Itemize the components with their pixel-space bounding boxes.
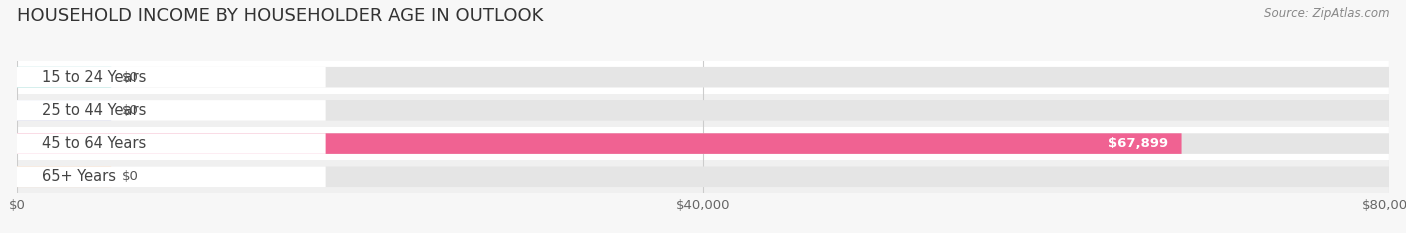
Text: $67,899: $67,899 bbox=[1108, 137, 1168, 150]
Text: $0: $0 bbox=[121, 71, 138, 84]
FancyBboxPatch shape bbox=[17, 133, 1389, 154]
FancyBboxPatch shape bbox=[17, 160, 1389, 193]
FancyBboxPatch shape bbox=[17, 100, 326, 121]
FancyBboxPatch shape bbox=[17, 167, 1389, 187]
FancyBboxPatch shape bbox=[17, 67, 326, 87]
FancyBboxPatch shape bbox=[17, 167, 326, 187]
Text: 15 to 24 Years: 15 to 24 Years bbox=[42, 70, 146, 85]
FancyBboxPatch shape bbox=[17, 133, 1181, 154]
FancyBboxPatch shape bbox=[17, 100, 1389, 121]
FancyBboxPatch shape bbox=[17, 67, 111, 87]
FancyBboxPatch shape bbox=[17, 94, 1389, 127]
FancyBboxPatch shape bbox=[17, 61, 1389, 94]
Text: 65+ Years: 65+ Years bbox=[42, 169, 115, 184]
FancyBboxPatch shape bbox=[17, 133, 326, 154]
FancyBboxPatch shape bbox=[17, 67, 1389, 87]
Text: Source: ZipAtlas.com: Source: ZipAtlas.com bbox=[1264, 7, 1389, 20]
FancyBboxPatch shape bbox=[17, 100, 111, 121]
Text: HOUSEHOLD INCOME BY HOUSEHOLDER AGE IN OUTLOOK: HOUSEHOLD INCOME BY HOUSEHOLDER AGE IN O… bbox=[17, 7, 543, 25]
Text: 25 to 44 Years: 25 to 44 Years bbox=[42, 103, 146, 118]
FancyBboxPatch shape bbox=[17, 167, 111, 187]
Text: $0: $0 bbox=[121, 104, 138, 117]
Text: $0: $0 bbox=[121, 170, 138, 183]
FancyBboxPatch shape bbox=[17, 127, 1389, 160]
Text: 45 to 64 Years: 45 to 64 Years bbox=[42, 136, 146, 151]
